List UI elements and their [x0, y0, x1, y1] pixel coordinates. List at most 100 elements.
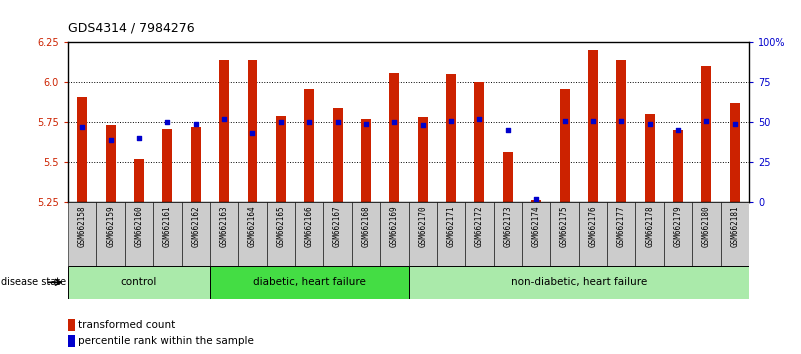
Point: [303, 119, 316, 125]
Bar: [96, 202, 125, 266]
Bar: [219, 60, 229, 202]
Bar: [645, 114, 654, 202]
Bar: [276, 116, 286, 202]
Bar: [702, 67, 711, 202]
Text: GSM662175: GSM662175: [560, 205, 569, 247]
Bar: [503, 153, 513, 202]
Text: GSM662159: GSM662159: [107, 205, 115, 247]
Text: GSM662178: GSM662178: [645, 205, 654, 247]
Text: diabetic, heart failure: diabetic, heart failure: [253, 277, 366, 287]
Text: GSM662162: GSM662162: [191, 205, 200, 247]
Bar: [493, 202, 522, 266]
Text: GSM662177: GSM662177: [617, 205, 626, 247]
Bar: [125, 202, 153, 266]
Bar: [191, 127, 201, 202]
Point: [189, 121, 202, 126]
Bar: [531, 200, 541, 202]
Bar: [616, 60, 626, 202]
Point: [728, 121, 741, 126]
Point: [218, 116, 231, 122]
Bar: [210, 266, 409, 299]
Point: [360, 121, 372, 126]
Bar: [106, 125, 115, 202]
Bar: [721, 202, 749, 266]
Bar: [239, 202, 267, 266]
Point: [445, 118, 457, 124]
Point: [104, 137, 117, 143]
Bar: [134, 159, 144, 202]
Bar: [68, 319, 75, 331]
Bar: [304, 89, 314, 202]
Text: GSM662171: GSM662171: [447, 205, 456, 247]
Text: GSM662173: GSM662173: [503, 205, 513, 247]
Bar: [418, 117, 428, 202]
Text: GSM662167: GSM662167: [333, 205, 342, 247]
Text: GSM662160: GSM662160: [135, 205, 143, 247]
Text: GSM662163: GSM662163: [219, 205, 228, 247]
Point: [76, 124, 89, 130]
Point: [529, 196, 542, 202]
Bar: [295, 202, 324, 266]
Bar: [380, 202, 409, 266]
Bar: [68, 335, 75, 347]
Bar: [409, 266, 749, 299]
Bar: [560, 89, 570, 202]
Bar: [437, 202, 465, 266]
Bar: [730, 103, 739, 202]
Bar: [522, 202, 550, 266]
Bar: [673, 130, 683, 202]
Text: disease state: disease state: [1, 277, 66, 287]
Bar: [578, 202, 607, 266]
Point: [671, 127, 684, 133]
Point: [388, 119, 400, 125]
Point: [246, 131, 259, 136]
Bar: [389, 73, 399, 202]
Point: [615, 118, 628, 124]
Point: [275, 119, 288, 125]
Point: [417, 122, 429, 128]
Bar: [332, 108, 343, 202]
Text: GSM662158: GSM662158: [78, 205, 87, 247]
Point: [473, 116, 486, 122]
Text: control: control: [121, 277, 157, 287]
Text: GSM662170: GSM662170: [418, 205, 427, 247]
Bar: [352, 202, 380, 266]
Bar: [446, 74, 456, 202]
Text: GSM662165: GSM662165: [276, 205, 285, 247]
Bar: [409, 202, 437, 266]
Text: GDS4314 / 7984276: GDS4314 / 7984276: [68, 21, 195, 34]
Text: non-diabetic, heart failure: non-diabetic, heart failure: [510, 277, 647, 287]
Bar: [550, 202, 578, 266]
Point: [161, 119, 174, 125]
Bar: [78, 97, 87, 202]
Point: [643, 121, 656, 126]
Text: GSM662166: GSM662166: [304, 205, 314, 247]
Bar: [607, 202, 635, 266]
Point: [331, 119, 344, 125]
Bar: [163, 129, 172, 202]
Bar: [267, 202, 295, 266]
Text: GSM662179: GSM662179: [674, 205, 682, 247]
Bar: [68, 266, 210, 299]
Bar: [664, 202, 692, 266]
Text: GSM662176: GSM662176: [589, 205, 598, 247]
Bar: [153, 202, 182, 266]
Point: [700, 118, 713, 124]
Bar: [210, 202, 239, 266]
Text: GSM662164: GSM662164: [248, 205, 257, 247]
Text: GSM662168: GSM662168: [361, 205, 370, 247]
Bar: [635, 202, 664, 266]
Bar: [182, 202, 210, 266]
Text: GSM662172: GSM662172: [475, 205, 484, 247]
Text: GSM662181: GSM662181: [731, 205, 739, 247]
Bar: [324, 202, 352, 266]
Bar: [588, 50, 598, 202]
Text: GSM662174: GSM662174: [532, 205, 541, 247]
Point: [558, 118, 571, 124]
Bar: [465, 202, 493, 266]
Point: [133, 135, 146, 141]
Text: GSM662169: GSM662169: [390, 205, 399, 247]
Bar: [68, 202, 96, 266]
Point: [501, 127, 514, 133]
Bar: [361, 119, 371, 202]
